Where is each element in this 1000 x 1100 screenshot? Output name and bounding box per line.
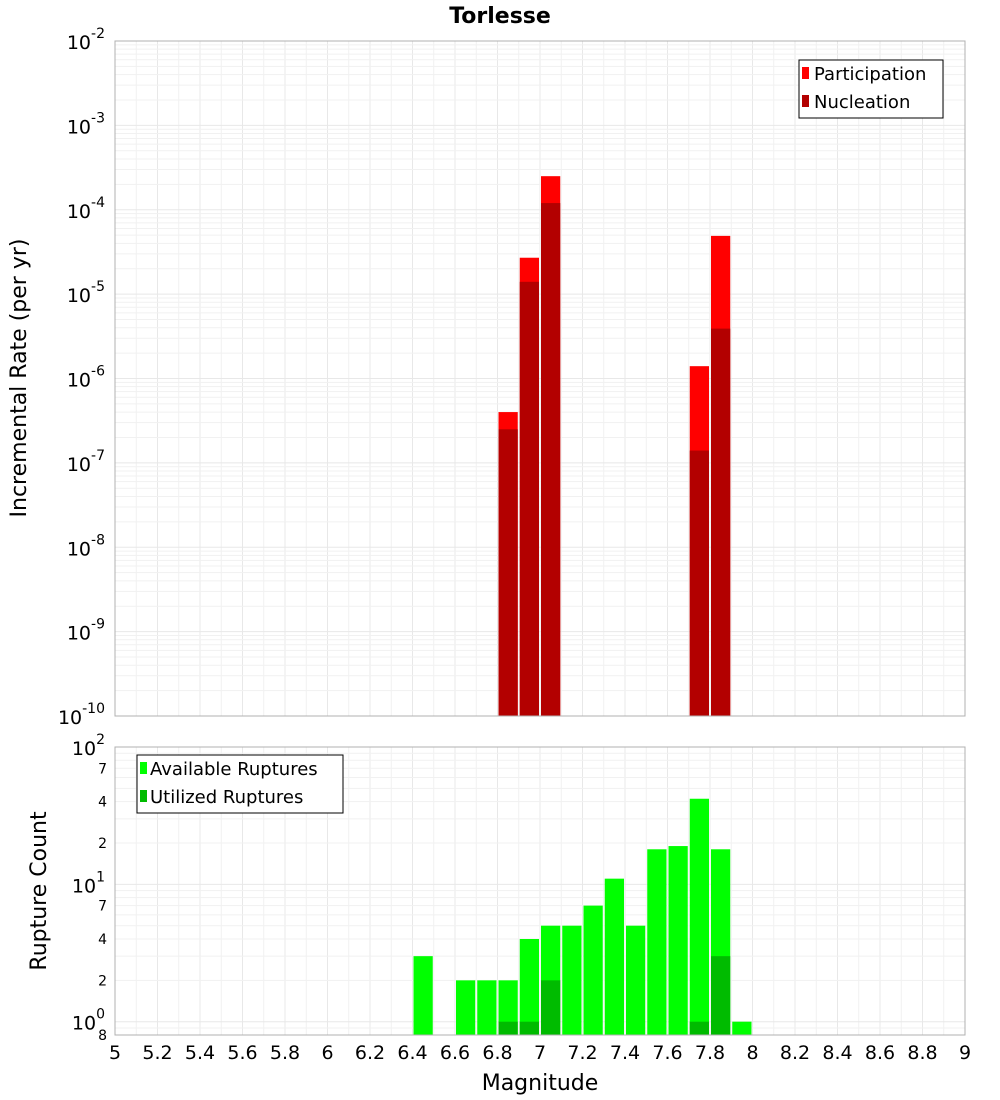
count-minor-tick-label: 4 bbox=[98, 795, 107, 811]
rate-tick-label: 10-3 bbox=[67, 110, 105, 138]
available-ruptures-bar bbox=[647, 849, 667, 1035]
rate-tick-label: 10-2 bbox=[67, 26, 105, 54]
x-tick-label: 6.4 bbox=[397, 1042, 427, 1064]
count-tick-label: 101 bbox=[72, 869, 105, 897]
x-tick-label: 8.2 bbox=[780, 1042, 810, 1064]
available-ruptures-bar bbox=[689, 798, 709, 1035]
available-ruptures-bar bbox=[668, 846, 688, 1035]
rate-legend: Participation Nucleation bbox=[798, 59, 944, 119]
x-tick-label: 7 bbox=[534, 1042, 546, 1064]
x-tick-label: 9 bbox=[959, 1042, 971, 1064]
available-ruptures-bar bbox=[413, 956, 433, 1035]
rate-tick-label: 10-6 bbox=[67, 364, 105, 392]
count-tick-label: 100 bbox=[72, 1007, 105, 1035]
nucleation-bar bbox=[689, 450, 709, 716]
count-minor-tick-label: 7 bbox=[98, 899, 107, 915]
x-tick-label: 5 bbox=[109, 1042, 121, 1064]
x-axis-title: Magnitude bbox=[482, 1071, 599, 1096]
available-ruptures-bar bbox=[562, 925, 582, 1035]
available-ruptures-bar bbox=[583, 905, 603, 1035]
rate-tick-label: 10-10 bbox=[58, 701, 105, 729]
count-minor-tick-label: 4 bbox=[98, 932, 107, 948]
rate-panel: 10-2 10-3 10-4 10-5 10-6 10-7 10-8 10-9 10-10 In… bbox=[7, 26, 966, 729]
participation-legend-label: Participation bbox=[814, 64, 926, 85]
count-minor-tick-label: 2 bbox=[98, 973, 107, 989]
count-tick-label: 102 bbox=[72, 732, 105, 760]
nucleation-bar bbox=[711, 328, 731, 716]
x-tick-label: 5.6 bbox=[227, 1042, 257, 1064]
x-tick-label: 6.8 bbox=[482, 1042, 512, 1064]
chart-title: Torlesse bbox=[449, 4, 551, 29]
x-tick-label: 8.6 bbox=[865, 1042, 895, 1064]
utilized-ruptures-bar bbox=[711, 956, 731, 1035]
nucleation-bar bbox=[519, 281, 539, 716]
available-ruptures-bar bbox=[626, 925, 646, 1035]
rate-legend-box bbox=[798, 59, 944, 119]
rate-tick-label: 10-9 bbox=[67, 617, 105, 645]
rate-plot-frame bbox=[114, 40, 966, 717]
rate-tick-label: 10-4 bbox=[67, 195, 105, 223]
rate-panel-grid bbox=[114, 41, 966, 717]
utilized-ruptures-bar bbox=[519, 1021, 539, 1035]
available-legend-label: Available Ruptures bbox=[150, 759, 318, 780]
x-tick-label: 5.4 bbox=[185, 1042, 215, 1064]
x-tick-label: 5.2 bbox=[142, 1042, 172, 1064]
count-minor-tick-label: 8 bbox=[98, 1028, 107, 1044]
nucleation-legend-label: Nucleation bbox=[814, 92, 910, 113]
count-y-axis-title: Rupture Count bbox=[27, 811, 52, 971]
available-ruptures-bar bbox=[732, 1021, 752, 1035]
participation-legend-swatch bbox=[802, 67, 809, 79]
x-tick-label: 5.8 bbox=[270, 1042, 300, 1064]
utilized-ruptures-bar bbox=[541, 980, 561, 1035]
utilized-ruptures-bar bbox=[498, 1021, 518, 1035]
rate-tick-label: 10-8 bbox=[67, 532, 105, 560]
count-legend-box bbox=[136, 754, 344, 814]
rate-y-axis-title: Incremental Rate (per yr) bbox=[7, 239, 32, 518]
count-minor-tick-label: 2 bbox=[98, 836, 107, 852]
x-tick-label: 8.4 bbox=[822, 1042, 852, 1064]
rate-tick-label: 10-5 bbox=[67, 279, 105, 307]
utilized-legend-label: Utilized Ruptures bbox=[150, 787, 303, 808]
rate-bars bbox=[498, 176, 731, 716]
magnitude-x-tick-labels: 5 5.2 5.4 5.6 5.8 6 6.2 6.4 6.6 6.8 7 7.2 7.4 7.6 7.8 8… bbox=[109, 1042, 971, 1064]
x-tick-label: 7.2 bbox=[567, 1042, 597, 1064]
rate-y-tick-labels: 10-2 10-3 10-4 10-5 10-6 10-7 10-8 10-9 10-10 bbox=[58, 26, 105, 729]
x-tick-label: 6 bbox=[321, 1042, 333, 1064]
available-legend-swatch bbox=[140, 762, 147, 774]
available-ruptures-bar bbox=[519, 939, 539, 1035]
x-tick-label: 8.8 bbox=[907, 1042, 937, 1064]
count-minor-tick-label: 7 bbox=[98, 761, 107, 777]
x-tick-label: 7.8 bbox=[695, 1042, 725, 1064]
x-tick-label: 8 bbox=[746, 1042, 758, 1064]
available-ruptures-bar bbox=[456, 980, 476, 1035]
available-ruptures-bar bbox=[498, 980, 518, 1035]
utilized-legend-swatch bbox=[140, 790, 147, 802]
x-tick-label: 6.6 bbox=[440, 1042, 470, 1064]
x-tick-label: 6.2 bbox=[355, 1042, 385, 1064]
count-bars bbox=[413, 798, 752, 1035]
available-ruptures-bar bbox=[604, 878, 624, 1035]
utilized-ruptures-bar bbox=[689, 1021, 709, 1035]
count-plot-frame bbox=[114, 746, 966, 1036]
nucleation-bar bbox=[541, 203, 561, 716]
available-ruptures-bar bbox=[477, 980, 497, 1035]
nucleation-legend-swatch bbox=[802, 95, 809, 107]
count-y-tick-labels: 102 101 100 7 4 2 7 4 2 8 bbox=[72, 732, 107, 1044]
rate-tick-label: 10-7 bbox=[67, 448, 105, 476]
x-tick-label: 7.6 bbox=[652, 1042, 682, 1064]
count-legend: Available Ruptures Utilized Ruptures bbox=[136, 754, 344, 814]
x-tick-label: 7.4 bbox=[610, 1042, 640, 1064]
count-panel: 102 101 100 7 4 2 7 4 2 8 5 5.2 5.4 5.6 5.8 6 6.2 6.4 6.6… bbox=[27, 732, 971, 1096]
nucleation-bar bbox=[498, 429, 518, 716]
